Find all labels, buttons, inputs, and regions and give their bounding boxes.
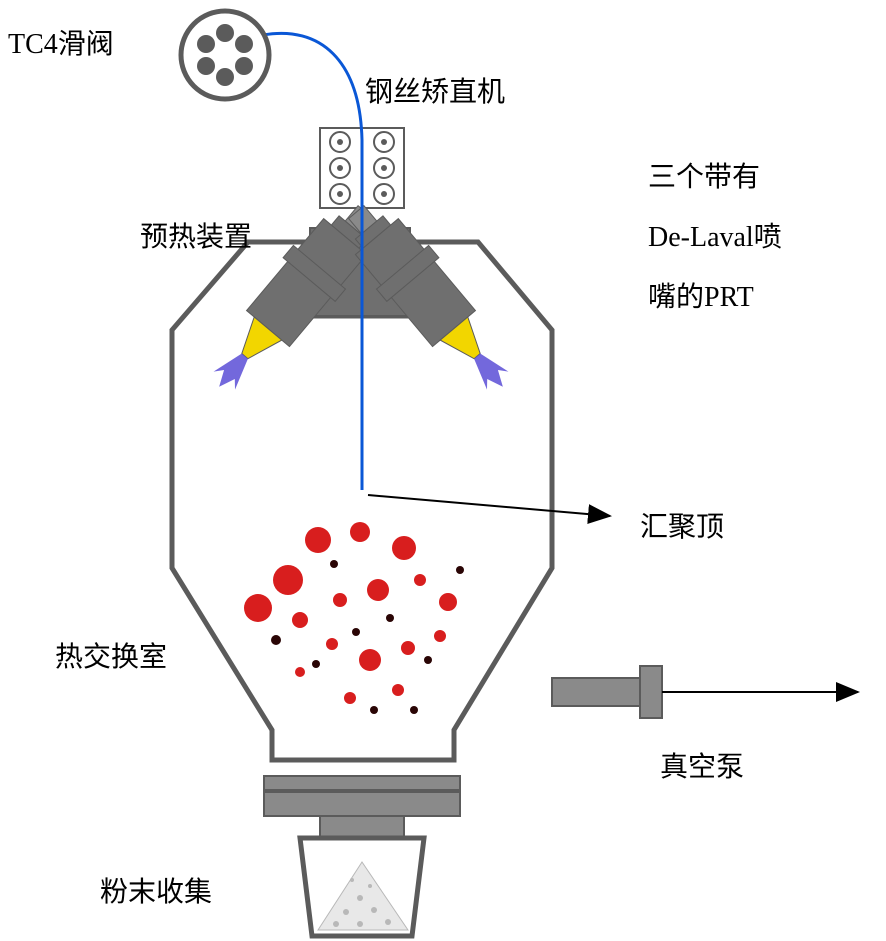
flange-top	[264, 776, 460, 790]
label-apex: 汇聚顶	[640, 505, 724, 545]
label-prt-line1: 三个带有	[648, 155, 760, 195]
label-prt-line2: De-Laval喷	[648, 215, 782, 255]
label-straightener: 钢丝矫直机	[365, 70, 505, 110]
flange-main	[264, 792, 460, 816]
atomization-diagram	[0, 0, 886, 941]
label-pump: 真空泵	[660, 745, 744, 785]
label-preheat: 预热装置	[140, 215, 252, 255]
vacuum-flange	[640, 666, 662, 718]
wire-spool	[181, 11, 269, 99]
vacuum-tube	[552, 678, 652, 706]
label-spool: TC4滑阀	[8, 22, 114, 62]
label-chamber: 热交换室	[55, 635, 167, 675]
label-collect: 粉末收集	[100, 870, 212, 910]
collector-neck	[320, 816, 404, 838]
label-prt-line3: 嘴的PRT	[648, 275, 754, 315]
